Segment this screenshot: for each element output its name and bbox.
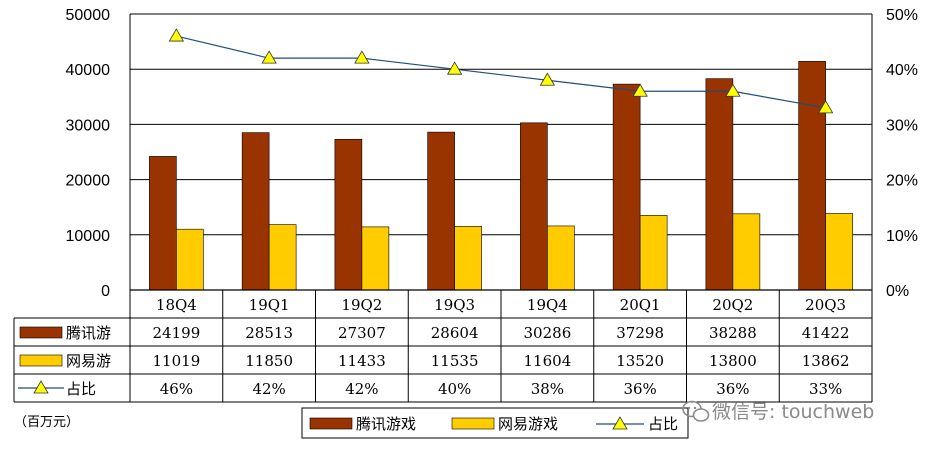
- bar-netease: [639, 215, 668, 291]
- unit-label: （百万元）: [14, 415, 79, 430]
- ratio-point: [168, 28, 185, 42]
- data-label: 40%: [438, 380, 471, 398]
- watermark-text: 微信号: touchweb: [712, 401, 874, 423]
- y-left-tick-label: 10000: [66, 228, 111, 245]
- data-label: 11433: [338, 352, 386, 370]
- bar-tencent: [798, 61, 826, 291]
- data-label: 38288: [709, 324, 757, 342]
- table-legend-swatch: [19, 326, 63, 339]
- bar-tencent: [427, 131, 455, 291]
- bar-marks: [149, 61, 853, 291]
- y-right-tick-label: 0%: [886, 283, 909, 300]
- bar-tencent: [520, 122, 548, 291]
- bar-netease: [547, 225, 575, 291]
- x-tick-label: 20Q3: [805, 296, 846, 314]
- bar-netease: [454, 226, 482, 291]
- table-row-label: 腾讯游: [66, 324, 111, 342]
- legend-label-tencent: 腾讯游戏: [356, 415, 416, 433]
- data-label: 24199: [153, 324, 201, 342]
- ratio-point: [817, 100, 834, 114]
- table-legend-swatch: [19, 354, 63, 367]
- ratio-line: [176, 35, 826, 109]
- data-label: 11535: [431, 352, 479, 370]
- table-row-label: 占比: [66, 380, 96, 398]
- bar-tencent: [149, 156, 177, 291]
- data-label: 28604: [431, 324, 479, 342]
- y-left-tick-label: 20000: [66, 173, 111, 190]
- y-right-tick-label: 20%: [886, 173, 918, 190]
- gridlines: [130, 13, 872, 236]
- bar-netease: [176, 228, 204, 291]
- bar-netease: [268, 224, 297, 291]
- data-label: 13520: [616, 352, 664, 370]
- data-label: 37298: [616, 324, 664, 342]
- y-right-tick-label: 50%: [886, 7, 918, 24]
- bar-netease: [361, 226, 390, 291]
- ratio-line-marks: [168, 28, 834, 114]
- data-label: 36%: [623, 380, 656, 398]
- bar-tencent: [334, 138, 363, 291]
- legend-swatch-tencent: [309, 417, 353, 430]
- table-legend-marker: [33, 380, 49, 394]
- y-right-tick-label: 40%: [886, 62, 918, 79]
- data-label: 42%: [252, 380, 285, 398]
- data-label: 41422: [802, 324, 850, 342]
- legend-marker-ratio: [612, 416, 628, 430]
- ratio-point: [446, 61, 463, 75]
- ratio-point: [725, 83, 741, 97]
- y-left-tick-label: 0: [101, 283, 110, 300]
- data-label: 46%: [160, 380, 193, 398]
- x-tick-label: 20Q2: [712, 296, 753, 314]
- axes: 0 10000 20000 30000 40000 50000 0% 10% 20% 30% 40%…: [66, 7, 919, 300]
- bar-tencent: [705, 78, 734, 291]
- ratio-point: [261, 50, 277, 64]
- data-label: 36%: [716, 380, 749, 398]
- legend-label-ratio: 占比: [648, 415, 678, 433]
- x-tick-label: 19Q4: [527, 296, 568, 314]
- data-table: 18Q4 19Q1 19Q2 19Q3 19Q4 20Q1 20Q2 20Q3 腾讯游 24199…: [13, 289, 873, 403]
- y-left-tick-label: 30000: [66, 117, 111, 134]
- y-right-tick-label: 30%: [886, 117, 918, 134]
- x-tick-label: 18Q4: [156, 296, 197, 314]
- data-label: 28513: [245, 324, 293, 342]
- data-label: 38%: [531, 380, 564, 398]
- x-tick-label: 19Q3: [434, 296, 475, 314]
- ratio-point: [539, 72, 556, 86]
- bar-tencent: [241, 132, 270, 291]
- bar-netease: [825, 213, 853, 291]
- legend: 腾讯游戏 网易游戏 占比: [301, 407, 689, 439]
- table-row-label: 网易游: [66, 352, 111, 370]
- wechat-icon: [682, 400, 710, 422]
- legend-label-netease: 网易游戏: [498, 415, 558, 433]
- data-label: 11850: [245, 352, 293, 370]
- data-label: 42%: [345, 380, 378, 398]
- data-label: 13800: [709, 352, 757, 370]
- data-label: 33%: [809, 380, 842, 398]
- bar-netease: [732, 213, 761, 291]
- data-label: 27307: [338, 324, 386, 342]
- y-left-tick-label: 40000: [66, 62, 111, 79]
- data-label: 13862: [802, 352, 850, 370]
- ratio-point: [354, 50, 370, 64]
- ratio-point: [632, 83, 648, 97]
- x-tick-label: 19Q2: [341, 296, 382, 314]
- y-right-tick-label: 10%: [886, 228, 918, 245]
- watermark: 微信号: touchweb: [682, 400, 874, 423]
- data-label: 30286: [524, 324, 572, 342]
- x-tick-label: 19Q1: [249, 296, 290, 314]
- bar-tencent: [612, 83, 641, 291]
- data-label: 11604: [524, 352, 572, 370]
- y-left-tick-label: 50000: [66, 7, 111, 24]
- data-label: 11019: [153, 352, 201, 370]
- x-tick-label: 20Q1: [620, 296, 661, 314]
- legend-swatch-netease: [451, 417, 495, 430]
